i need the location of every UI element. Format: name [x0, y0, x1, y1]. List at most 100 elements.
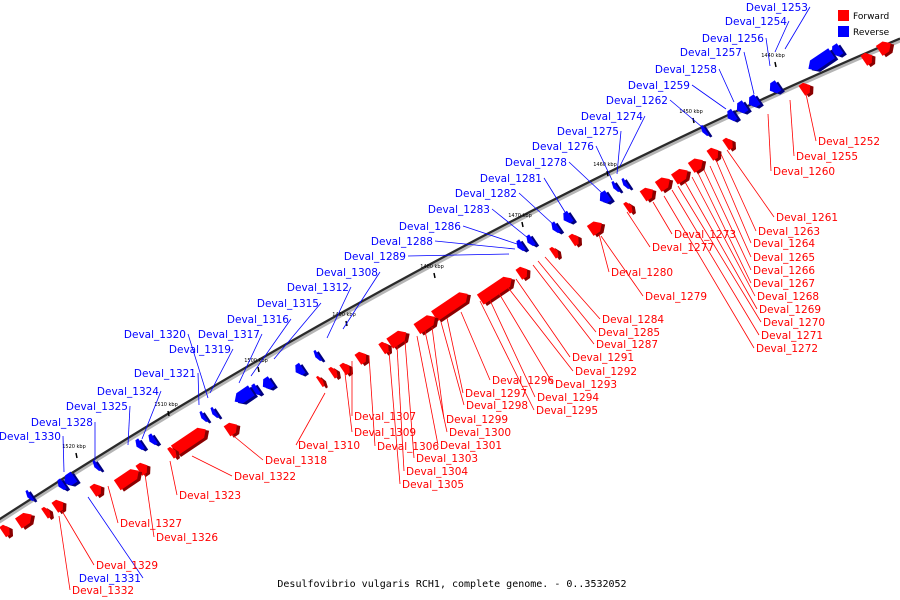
forward-gene-arrow: [339, 362, 354, 377]
forward-gene-arrow: [654, 177, 674, 194]
forward-gene-arrow: [170, 427, 210, 457]
reverse-gene-arrow: [234, 385, 258, 405]
label-leader: [684, 181, 758, 310]
gene-label-deval-1291: Deval_1291: [572, 352, 634, 364]
label-leader: [743, 51, 755, 95]
forward-gene-arrow: [431, 292, 471, 323]
tick-mark: [606, 170, 609, 177]
gene-label-deval-1272: Deval_1272: [756, 343, 818, 355]
reverse-gene-arrow: [148, 433, 162, 447]
label-leader: [774, 20, 790, 53]
label-leader: [652, 201, 673, 235]
label-leader: [404, 340, 415, 459]
strand-legend: Forward Reverse: [838, 10, 890, 38]
gene-label-deval-1321: Deval_1321: [134, 368, 196, 380]
label-leader: [491, 208, 529, 239]
gene-label-deval-1316: Deval_1316: [227, 314, 289, 326]
gene-label-deval-1261: Deval_1261: [776, 212, 838, 224]
gene-label-deval-1268: Deval_1268: [757, 291, 819, 303]
label-leader: [697, 172, 752, 284]
label-leader: [446, 317, 464, 394]
label-leader: [141, 390, 162, 440]
tick-mark: [167, 410, 170, 417]
tick-label: 1440 kbp: [761, 53, 785, 59]
gene-label-deval-1264: Deval_1264: [753, 238, 815, 250]
genome-backbone: [0, 37, 900, 524]
gene-label-deval-1327: Deval_1327: [120, 518, 182, 530]
label-leader: [416, 335, 439, 446]
label-leader: [460, 311, 491, 381]
forward-gene-arrow: [328, 366, 341, 381]
label-leader: [595, 145, 613, 181]
reverse-gene-arrow: [210, 406, 223, 420]
gene-label-deval-1280: Deval_1280: [611, 267, 673, 279]
label-leader: [250, 318, 292, 377]
label-leader: [58, 515, 71, 591]
gene-label-deval-1266: Deval_1266: [753, 265, 815, 277]
gene-label-deval-1259: Deval_1259: [628, 80, 690, 92]
label-leader: [619, 115, 646, 167]
label-leader: [726, 149, 775, 218]
gene-label-deval-1295: Deval_1295: [536, 405, 598, 417]
reverse-gene-arrow: [135, 438, 149, 452]
gene-label-deval-1276: Deval_1276: [532, 141, 594, 153]
gene-label-deval-1277: Deval_1277: [652, 242, 714, 254]
reverse-gene-arrow: [808, 48, 839, 72]
label-leader: [388, 350, 401, 485]
tick-label: 1500 kbp: [244, 358, 268, 364]
gene-label-deval-1271: Deval_1271: [761, 330, 823, 342]
label-leader: [765, 37, 771, 67]
forward-gene-arrow: [722, 137, 737, 152]
forward-gene-arrow: [515, 266, 531, 282]
forward-gene-arrow: [315, 375, 328, 389]
label-leader: [616, 130, 622, 175]
gene-label-deval-1287: Deval_1287: [596, 339, 658, 351]
gene-label-deval-1262: Deval_1262: [606, 95, 668, 107]
backbone-line: [0, 37, 900, 521]
label-leader: [197, 372, 200, 406]
reverse-gene-arrow: [611, 180, 624, 194]
label-leader: [677, 185, 762, 323]
label-leader: [431, 326, 445, 420]
gene-label-deval-1263: Deval_1263: [758, 226, 820, 238]
tick-label: 1490 kbp: [332, 312, 356, 318]
tick-label: 1470 kbp: [508, 213, 532, 219]
reverse-gene-arrow: [736, 100, 752, 115]
tick-mark: [433, 272, 436, 279]
label-leader: [543, 177, 566, 213]
forward-gene-arrow: [0, 524, 14, 539]
gene-label-deval-1332: Deval_1332: [72, 585, 134, 597]
gene-label-deval-1294: Deval_1294: [537, 392, 599, 404]
gene-label-deval-1255: Deval_1255: [796, 151, 858, 163]
gene-label-deval-1260: Deval_1260: [773, 166, 835, 178]
gene-label-deval-1284: Deval_1284: [602, 314, 664, 326]
label-leader: [424, 330, 448, 433]
forward-gene-arrow: [167, 446, 180, 461]
label-leader: [169, 460, 178, 496]
gene-label-deval-1279: Deval_1279: [645, 291, 707, 303]
forward-gene-arrow: [354, 351, 370, 367]
reverse-gene-arrow: [831, 43, 847, 58]
forward-legend-swatch: [838, 10, 849, 21]
forward-legend-label: Forward: [853, 12, 889, 22]
reverse-gene-arrow: [748, 94, 764, 109]
label-leader: [691, 84, 727, 110]
gene-label-deval-1267: Deval_1267: [753, 278, 815, 290]
forward-gene-arrow: [15, 512, 35, 530]
tick-label: 1450 kbp: [679, 109, 703, 115]
forward-gene-arrow: [413, 315, 439, 336]
label-leader: [434, 240, 516, 250]
forward-gene-arrow: [568, 233, 583, 248]
reverse-gene-arrow: [64, 471, 81, 487]
gene-label-deval-1275: Deval_1275: [557, 126, 619, 138]
gene-label-deval-1299: Deval_1299: [446, 414, 508, 426]
label-leader: [479, 300, 535, 411]
gene-label-deval-1320: Deval_1320: [124, 329, 186, 341]
gene-label-deval-1329: Deval_1329: [96, 560, 158, 572]
label-leader: [61, 510, 95, 566]
forward-gene-arrow: [89, 483, 105, 499]
label-leader: [462, 225, 518, 245]
label-leader: [62, 435, 65, 473]
